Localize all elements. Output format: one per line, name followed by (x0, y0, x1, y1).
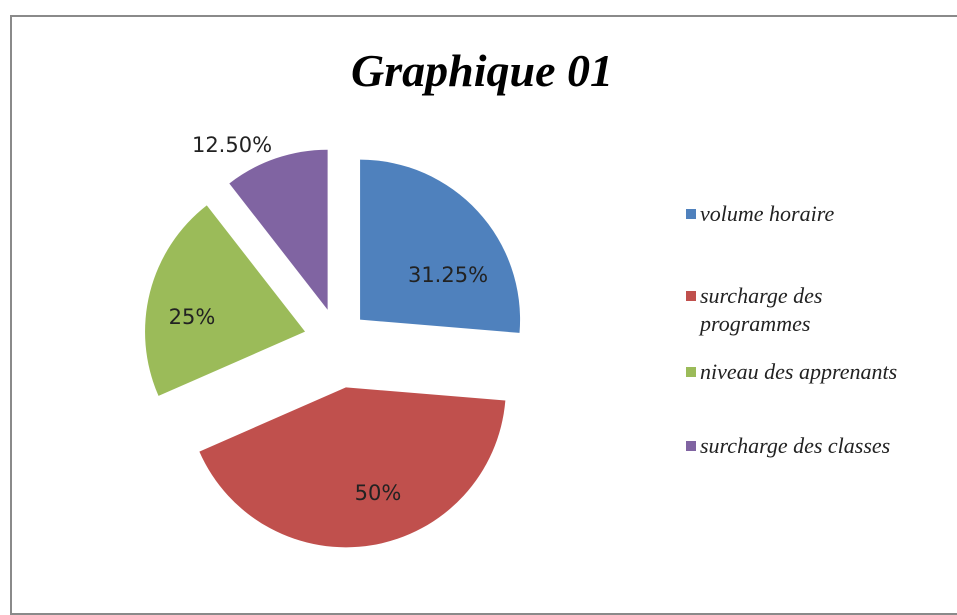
legend-label: niveau des apprenants (700, 359, 898, 384)
legend-item: surcharge des classes (686, 432, 945, 460)
data-label: 50% (355, 481, 402, 505)
legend-swatch (686, 209, 696, 219)
chart: Graphique 01 31.25% 50% 25% 12.50% volume h… (10, 15, 957, 615)
pie-slice (229, 149, 328, 310)
legend-label: surcharge des classes (700, 433, 891, 458)
legend-swatch (686, 441, 696, 451)
legend-label: surcharge des programmes (700, 283, 823, 336)
legend-item: surcharge des programmes (686, 282, 865, 338)
legend-item: volume horaire (686, 200, 945, 228)
data-label: 12.50% (192, 133, 272, 157)
data-label: 31.25% (408, 263, 488, 287)
pie-slice (360, 159, 521, 333)
pie-slice (145, 205, 306, 396)
legend-item: niveau des apprenants (686, 358, 945, 386)
chart-title: Graphique 01 (351, 45, 613, 96)
pie-slice (199, 387, 506, 548)
legend-swatch (686, 291, 696, 301)
legend-swatch (686, 367, 696, 377)
data-label: 25% (169, 305, 216, 329)
legend-label: volume horaire (700, 201, 835, 226)
plot: Graphique 01 31.25% 50% 25% 12.50% (145, 45, 613, 548)
